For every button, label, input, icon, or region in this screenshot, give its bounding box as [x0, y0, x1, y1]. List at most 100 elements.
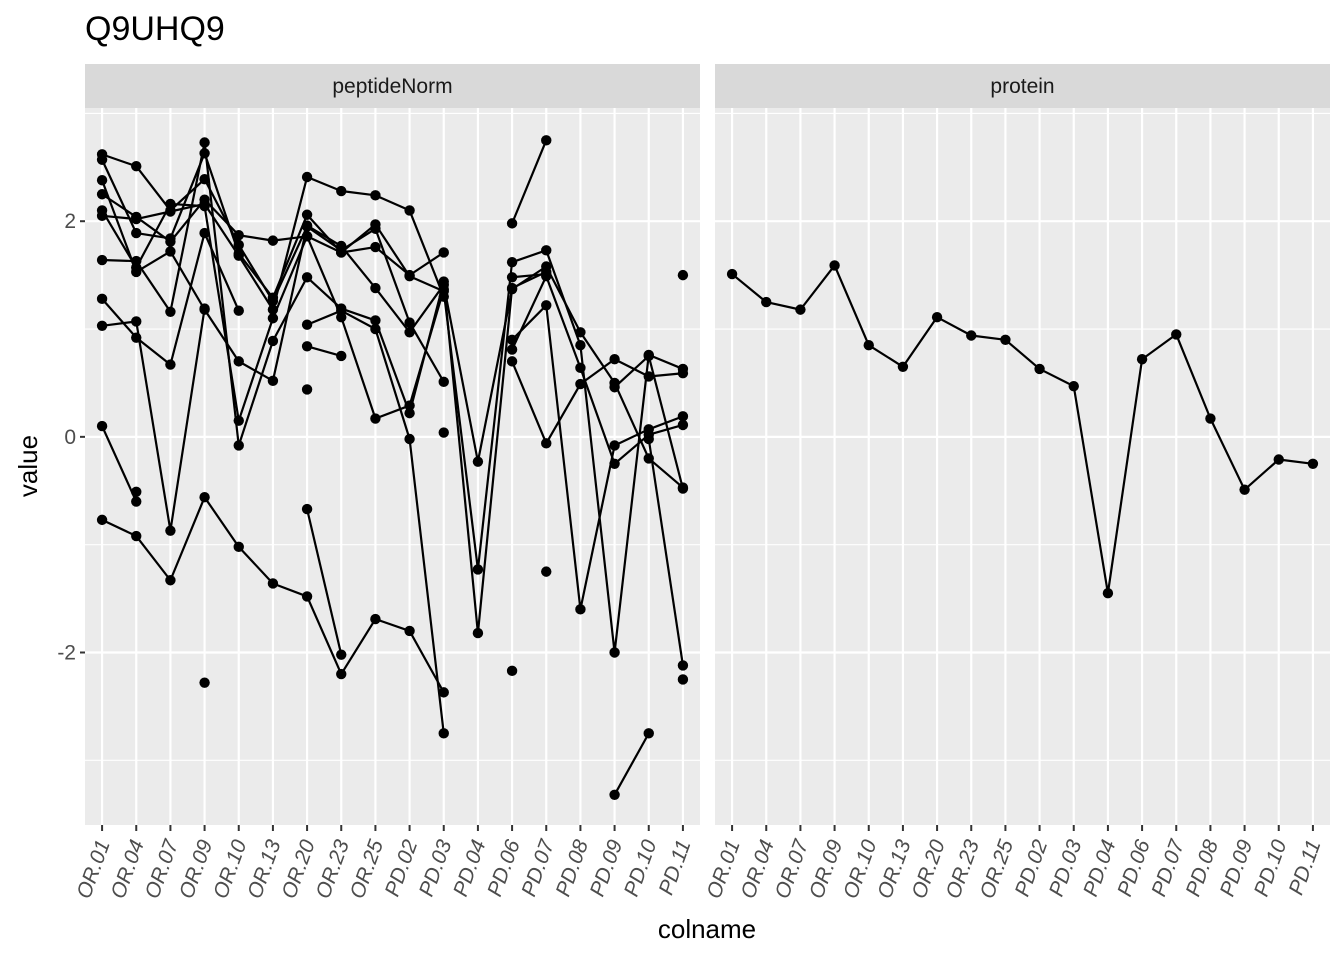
data-point	[541, 267, 551, 277]
data-point	[97, 515, 107, 525]
data-point	[1239, 484, 1249, 494]
data-point	[541, 566, 551, 576]
data-point	[131, 161, 141, 171]
data-point	[966, 330, 976, 340]
data-point	[1034, 364, 1044, 374]
data-point	[678, 674, 688, 684]
data-point	[131, 496, 141, 506]
data-point	[507, 283, 517, 293]
data-point	[302, 272, 312, 282]
data-point	[199, 492, 209, 502]
data-point	[131, 531, 141, 541]
data-point	[473, 628, 483, 638]
data-point	[370, 283, 380, 293]
data-point	[97, 175, 107, 185]
data-point	[932, 312, 942, 322]
data-point	[268, 235, 278, 245]
data-point	[609, 440, 619, 450]
data-point	[1103, 588, 1113, 598]
data-point	[761, 297, 771, 307]
data-point	[199, 677, 209, 687]
data-point	[97, 294, 107, 304]
data-point	[131, 487, 141, 497]
data-point	[727, 269, 737, 279]
data-point	[302, 172, 312, 182]
data-point	[644, 728, 654, 738]
facet-panels: peptideNorm-202OR.01OR.04OR.07OR.09OR.10…	[57, 64, 1330, 902]
data-point	[829, 260, 839, 270]
y-axis-title: value	[13, 435, 43, 497]
data-point	[507, 356, 517, 366]
data-point	[1171, 329, 1181, 339]
data-point	[97, 421, 107, 431]
data-point	[302, 591, 312, 601]
data-point	[678, 483, 688, 493]
data-point	[165, 206, 175, 216]
data-point	[234, 230, 244, 240]
data-point	[439, 427, 449, 437]
y-tick-label: 2	[64, 210, 76, 233]
data-point	[336, 186, 346, 196]
data-point	[795, 304, 805, 314]
panel-background	[715, 108, 1330, 825]
data-point	[370, 242, 380, 252]
data-point	[678, 660, 688, 670]
facet-panel-peptideNorm: peptideNorm-202OR.01OR.04OR.07OR.09OR.10…	[57, 64, 700, 902]
data-point	[1069, 381, 1079, 391]
data-point	[609, 354, 619, 364]
data-point	[97, 255, 107, 265]
data-point	[575, 363, 585, 373]
data-point	[199, 228, 209, 238]
data-point	[507, 257, 517, 267]
data-point	[473, 564, 483, 574]
data-point	[302, 220, 312, 230]
data-point	[1137, 354, 1147, 364]
chart-title: Q9UHQ9	[85, 10, 225, 48]
data-point	[302, 320, 312, 330]
data-point	[678, 364, 688, 374]
data-point	[404, 327, 414, 337]
data-point	[575, 327, 585, 337]
data-point	[507, 344, 517, 354]
data-point	[678, 270, 688, 280]
data-point	[234, 306, 244, 316]
data-point	[199, 199, 209, 209]
data-point	[644, 434, 654, 444]
panel-background	[85, 108, 700, 825]
data-point	[439, 247, 449, 257]
data-point	[302, 210, 312, 220]
data-point	[439, 728, 449, 738]
data-point	[165, 359, 175, 369]
facet-strip-label: peptideNorm	[332, 75, 452, 98]
data-point	[864, 340, 874, 350]
data-point	[404, 205, 414, 215]
data-point	[302, 504, 312, 514]
data-point	[336, 649, 346, 659]
data-point	[165, 525, 175, 535]
data-point	[370, 219, 380, 229]
data-point	[268, 336, 278, 346]
data-point	[302, 384, 312, 394]
data-point	[609, 647, 619, 657]
data-point	[541, 300, 551, 310]
data-point	[234, 542, 244, 552]
data-point	[165, 236, 175, 246]
data-point	[234, 356, 244, 366]
data-point	[131, 228, 141, 238]
data-point	[404, 408, 414, 418]
data-point	[439, 687, 449, 697]
data-point	[165, 246, 175, 256]
data-point	[609, 382, 619, 392]
data-point	[302, 341, 312, 351]
data-point	[404, 270, 414, 280]
data-point	[336, 306, 346, 316]
data-point	[609, 459, 619, 469]
data-point	[1205, 413, 1215, 423]
data-point	[541, 438, 551, 448]
data-point	[370, 324, 380, 334]
data-point	[541, 245, 551, 255]
data-point	[575, 604, 585, 614]
data-point	[370, 413, 380, 423]
data-point	[439, 377, 449, 387]
